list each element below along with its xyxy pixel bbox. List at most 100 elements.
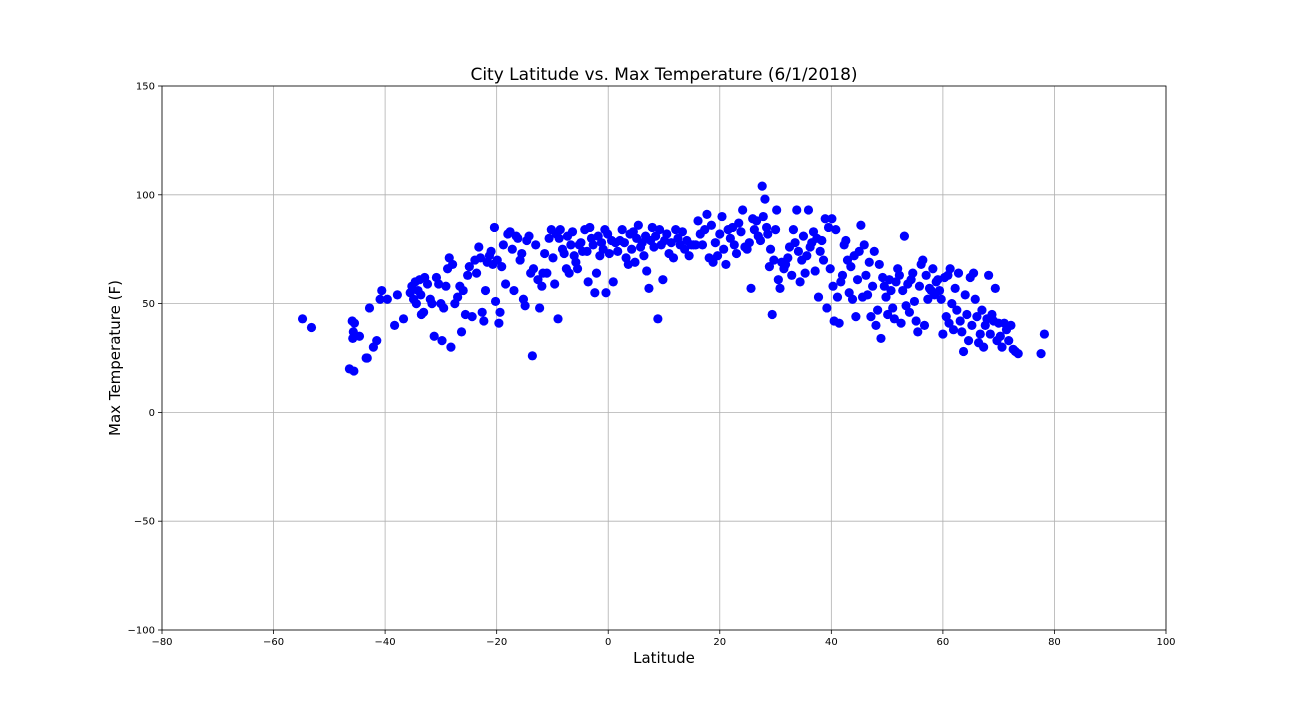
- data-point: [349, 366, 359, 376]
- data-point: [868, 281, 878, 291]
- data-point: [576, 238, 586, 248]
- data-point: [349, 318, 360, 328]
- data-point: [945, 264, 955, 274]
- data-point: [876, 333, 886, 344]
- data-point: [802, 251, 812, 261]
- data-point: [944, 318, 954, 328]
- data-point: [601, 288, 611, 298]
- data-point: [559, 248, 569, 259]
- data-point: [869, 246, 879, 256]
- x-tick-label: 20: [713, 637, 726, 648]
- data-point: [913, 327, 923, 337]
- data-point: [738, 205, 748, 215]
- data-point: [712, 251, 723, 261]
- data-point: [517, 248, 527, 259]
- data-point: [649, 242, 659, 252]
- data-point: [770, 225, 781, 235]
- data-point: [1036, 349, 1046, 359]
- data-point: [647, 222, 657, 233]
- data-point: [967, 320, 977, 330]
- data-point: [520, 301, 530, 311]
- data-point: [886, 285, 896, 296]
- data-point: [642, 266, 652, 276]
- data-point: [847, 294, 858, 304]
- data-point: [542, 268, 552, 278]
- x-axis-label: Latitude: [633, 649, 695, 667]
- data-point: [389, 320, 400, 330]
- data-point: [997, 342, 1007, 352]
- data-point: [535, 303, 545, 313]
- data-point: [874, 259, 884, 270]
- data-point: [984, 270, 994, 280]
- data-point: [585, 222, 595, 233]
- data-point: [554, 233, 564, 243]
- x-tick-label: 100: [1156, 637, 1175, 648]
- data-point: [486, 246, 496, 256]
- data-point: [972, 312, 982, 322]
- data-point: [715, 229, 725, 239]
- data-point: [1039, 329, 1050, 339]
- data-point: [888, 303, 898, 313]
- data-point: [382, 294, 392, 304]
- data-point: [492, 255, 502, 265]
- data-point: [952, 305, 962, 315]
- data-point: [928, 264, 938, 274]
- data-point: [775, 283, 785, 293]
- data-point: [706, 220, 717, 230]
- y-tick-label: 0: [149, 408, 155, 419]
- data-point: [497, 262, 507, 272]
- data-point: [795, 277, 805, 287]
- data-point: [834, 318, 844, 328]
- data-point: [654, 225, 665, 235]
- data-point: [851, 312, 861, 322]
- data-point: [429, 331, 439, 341]
- data-point: [960, 290, 970, 300]
- data-point: [898, 285, 908, 296]
- data-point: [837, 270, 848, 280]
- data-point: [500, 279, 511, 289]
- data-point: [544, 233, 554, 243]
- data-point: [490, 296, 501, 307]
- data-point: [889, 314, 899, 324]
- y-axis-ticks: −100 −50 0 50 100 150: [128, 82, 162, 637]
- data-point: [788, 225, 799, 235]
- data-point: [566, 240, 576, 250]
- x-tick-label: −20: [486, 637, 507, 648]
- data-point: [553, 314, 563, 324]
- data-point: [434, 279, 444, 289]
- data-point: [498, 240, 508, 250]
- data-point: [398, 314, 409, 324]
- data-point: [550, 279, 560, 289]
- data-point: [831, 225, 841, 235]
- plot-background: [162, 86, 1166, 630]
- data-point: [792, 205, 802, 215]
- data-point: [639, 251, 649, 261]
- data-point: [479, 316, 489, 326]
- data-point: [911, 316, 921, 326]
- data-point: [755, 235, 766, 246]
- data-point: [555, 225, 565, 235]
- data-point: [513, 233, 523, 243]
- data-point: [955, 316, 965, 326]
- data-point: [527, 351, 537, 361]
- data-point: [617, 225, 627, 235]
- data-point: [1004, 335, 1014, 346]
- data-point: [758, 211, 768, 222]
- data-point: [591, 268, 602, 278]
- data-point: [480, 285, 491, 296]
- data-point: [746, 283, 756, 293]
- data-point: [813, 292, 824, 302]
- data-point: [985, 329, 995, 339]
- x-tick-label: 40: [825, 637, 838, 648]
- data-point: [731, 248, 742, 259]
- data-point: [658, 275, 668, 285]
- data-point: [866, 312, 876, 322]
- data-point: [392, 290, 402, 300]
- data-point: [666, 238, 676, 248]
- plot-frame: [161, 85, 1167, 631]
- data-point: [719, 244, 729, 254]
- data-point: [763, 229, 773, 239]
- data-point: [1013, 349, 1023, 359]
- data-point: [422, 279, 433, 289]
- data-point: [873, 305, 883, 315]
